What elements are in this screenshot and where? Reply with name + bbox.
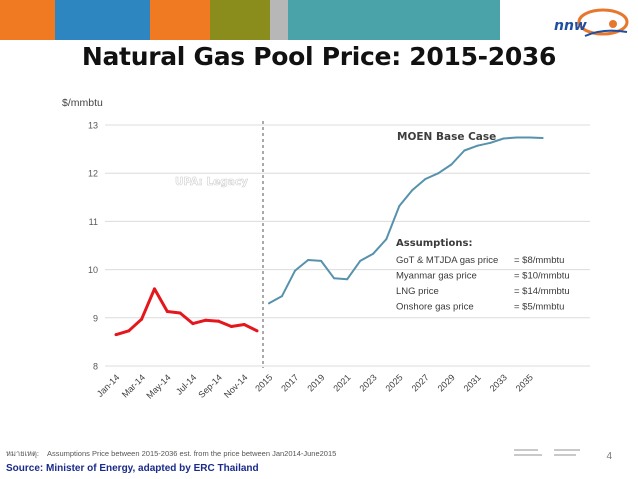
x-tick-label: 2021 [331,372,352,393]
base-case-series-label: MOEN Base Case [397,131,496,143]
x-tick-label: 2015 [253,372,274,393]
series-base-case-line-point [333,277,336,280]
series-legacy-line-point [165,310,169,314]
series-base-case-line-point [281,295,284,298]
series-base-case-line-point [463,149,466,152]
x-tick-label: Sep-14 [196,372,224,400]
series-base-case-line-point [476,144,479,147]
assumption-value: = $10/mmbtu [514,271,570,282]
x-tick-label: 2025 [383,372,404,393]
header-band-orange-2 [150,0,210,40]
source-text: Source: Minister of Energy, adapted by E… [6,463,259,474]
series-legacy-line-point [229,324,233,328]
series-base-case-line-point [450,163,453,166]
series-base-case-line-point [541,137,544,140]
header-band-gray [270,0,288,40]
series-base-case-line-point [528,136,531,139]
series-base-case-line-point [424,177,427,180]
series-legacy-line [115,287,258,337]
assumption-value: = $14/mmbtu [514,286,570,297]
page-number: 4 [606,451,612,462]
assumption-item: GoT & MTJDA gas price [396,255,498,266]
series-legacy-line-point [152,287,156,291]
series-base-case-line-point [320,259,323,262]
series-base-case-line-point [411,189,414,192]
footnote: หมายเหตุ: Assumptions Price between 2015-… [6,448,336,460]
header-band-orange-1 [0,0,55,40]
x-tick-label: May-14 [144,372,172,400]
x-tick-label: 2029 [436,372,457,393]
series-base-case-line-point [268,302,270,305]
assumption-item: LNG price [396,286,439,297]
y-tick-label: 13 [88,121,98,131]
series-base-case-line-point [502,137,505,140]
logo-emblem-icon [545,6,635,47]
series-legacy-line-point [204,318,208,322]
header-band-blue [55,0,150,40]
assumption-value: = $5/mmbtu [514,302,564,313]
x-tick-label: 2031 [462,372,483,393]
x-tick-label: Mar-14 [120,372,147,399]
series-legacy-line-point [191,322,195,326]
x-tick-label: Nov-14 [222,372,250,400]
series-legacy-line-point [178,311,182,315]
y-tick-label: 11 [89,217,98,227]
series-base-case-line-point [515,136,518,139]
footnote-prefix: หมายเหตุ: [6,449,39,458]
y-tick-label: 10 [88,265,98,275]
series-legacy-line-point [114,333,118,337]
footnote-text: Assumptions Price between 2015-2036 est.… [46,449,337,458]
header-band-olive [210,0,270,40]
series-legacy-line-point [242,323,246,327]
series-legacy-line-point [217,319,221,323]
logo-text: nnw [554,18,587,34]
series-base-case-line-point [385,238,388,241]
x-tick-label: 2027 [410,372,431,393]
series-legacy-line-point [127,329,131,333]
series-base-case-line-point [307,258,310,261]
x-tick-label: 2019 [305,372,326,393]
legacy-series-label: UPA: Legacy [175,176,248,188]
y-tick-label: 8 [93,362,98,372]
assumptions-title: Assumptions: [396,238,473,249]
series-base-case-line-point [398,204,401,207]
x-tick-label: Jan-14 [95,372,122,399]
y-axis-label: $/mmbtu [62,97,103,109]
x-tick-label: 2033 [488,372,509,393]
x-tick-label: 2035 [514,372,535,393]
series-base-case-line-point [372,252,375,255]
header-band-teal [288,0,500,40]
series-base-case-line [268,136,543,305]
x-tick-label: Jul-14 [174,372,198,396]
series-base-case-line-point [346,278,349,281]
series-legacy-line-point [140,317,144,321]
series-base-case-line-point [294,269,297,272]
x-tick-label: 2017 [279,372,300,393]
footer-logos-icon [514,446,584,462]
assumption-item: Onshore gas price [396,302,474,313]
assumption-value: = $8/mmbtu [514,255,564,266]
y-tick-label: 12 [88,169,98,179]
series-base-case-line-point [359,259,362,262]
assumption-item: Myanmar gas price [396,271,477,282]
series-base-case-line-point [489,141,492,144]
slide-title: Natural Gas Pool Price: 2015-2036 [81,42,557,71]
y-tick-label: 9 [93,313,98,323]
series-legacy-line-point [255,329,259,333]
series-base-case-line-point [437,172,440,175]
x-tick-label: 2023 [357,372,378,393]
